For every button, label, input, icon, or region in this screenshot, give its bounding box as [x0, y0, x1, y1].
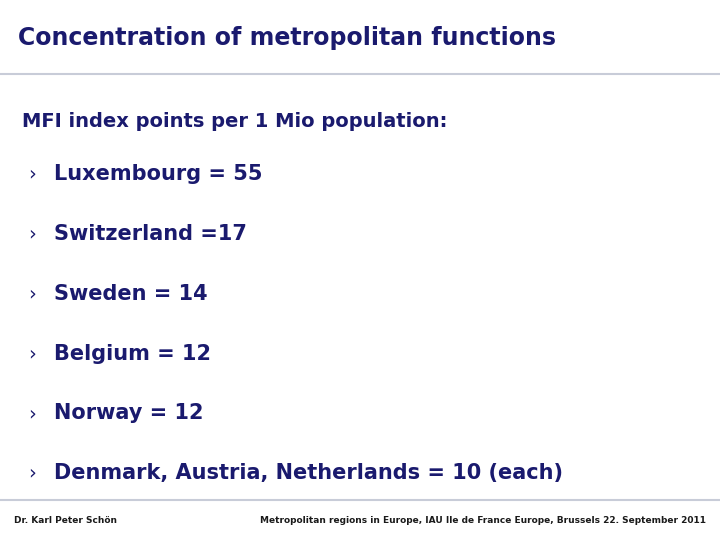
Text: Concentration of metropolitan functions: Concentration of metropolitan functions [18, 25, 556, 50]
Text: Switzerland =17: Switzerland =17 [54, 224, 247, 244]
Text: Denmark, Austria, Netherlands = 10 (each): Denmark, Austria, Netherlands = 10 (each… [54, 463, 563, 483]
Text: ›: › [29, 404, 36, 423]
Text: Sweden = 14: Sweden = 14 [54, 284, 207, 303]
Text: Dr. Karl Peter Schön: Dr. Karl Peter Schön [14, 516, 117, 525]
Text: ›: › [29, 224, 36, 244]
Text: ›: › [29, 165, 36, 184]
Text: Metropolitan regions in Europe, IAU Ile de France Europe, Brussels 22. September: Metropolitan regions in Europe, IAU Ile … [260, 516, 706, 525]
Text: MFI index points per 1 Mio population:: MFI index points per 1 Mio population: [22, 112, 447, 131]
Text: ›: › [29, 344, 36, 363]
Text: Belgium = 12: Belgium = 12 [54, 343, 211, 363]
Text: Norway = 12: Norway = 12 [54, 403, 204, 423]
Text: ›: › [29, 284, 36, 303]
Text: ›: › [29, 464, 36, 483]
Text: Luxembourg = 55: Luxembourg = 55 [54, 164, 263, 184]
